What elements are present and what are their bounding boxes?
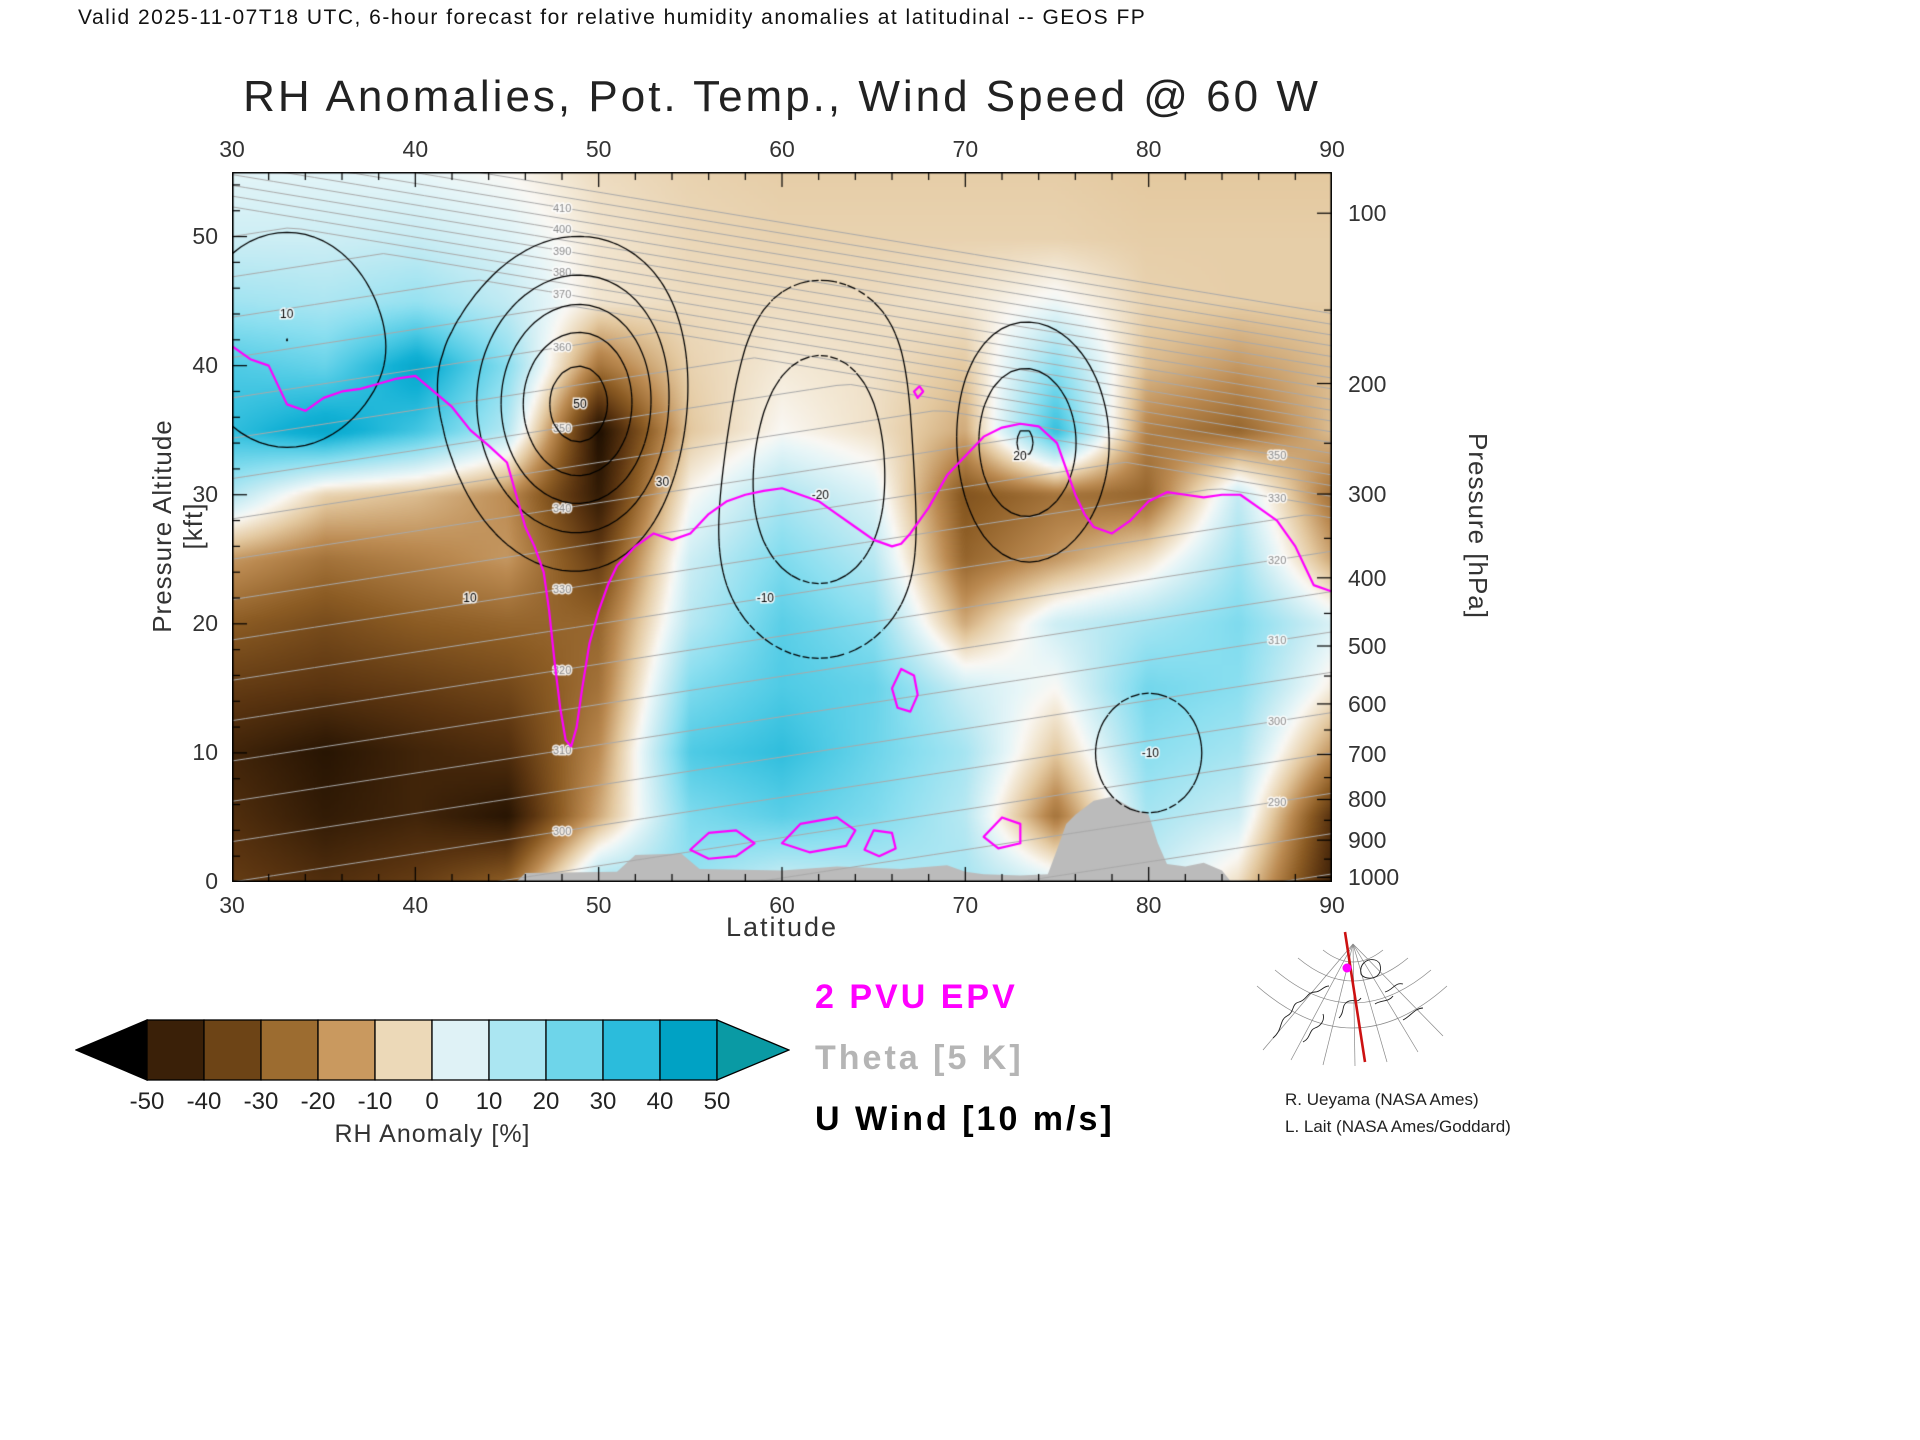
rh-cross-section-canvas [232, 172, 1332, 882]
colorbar-tick-label: -50 [129, 1088, 165, 1115]
colorbar-tick-label: -40 [186, 1088, 222, 1115]
meridian-60w-line [1343, 931, 1367, 1063]
coastlines-icon [1272, 959, 1424, 1043]
credits: R. Ueyama (NASA Ames) L. Lait (NASA Ames… [1285, 1086, 1511, 1140]
y-axis-right-tick-label: 1000 [1348, 864, 1400, 891]
colorbar-title: RH Anomaly [%] [334, 1120, 531, 1148]
x-axis-tick-label: 30 [219, 892, 245, 918]
y-axis-left-tick-label: 40 [192, 351, 218, 378]
y-axis-right-tick-label: 400 [1348, 564, 1387, 591]
y-axis-right-tick-label: 200 [1348, 370, 1387, 397]
credit-line-1: R. Ueyama (NASA Ames) [1285, 1090, 1479, 1109]
y-axis-right-tick-label: 900 [1348, 827, 1387, 854]
colorbar-segment [146, 1019, 205, 1081]
y-axis-right-tick-label: 100 [1348, 200, 1387, 227]
x-axis-tick-label-top: 30 [219, 136, 245, 162]
plot-title: RH Anomalies, Pot. Temp., Wind Speed @ 6… [243, 72, 1321, 121]
y-axis-right-tick-label: 600 [1348, 690, 1387, 717]
colorbar-tick-label: -30 [243, 1088, 279, 1115]
y-axis-left-tick-label: 50 [192, 222, 218, 249]
colorbar-segment [545, 1019, 604, 1081]
legend: 2 PVU EPV Theta [5 K] U Wind [10 m/s] [815, 978, 1115, 1161]
y-axis-left-tick-label: 10 [192, 738, 218, 765]
colorbar-tick-label: 20 [532, 1088, 560, 1115]
x-axis-tick-label: 60 [769, 892, 795, 918]
y-axis-left-tick-label: 30 [192, 480, 218, 507]
colorbar-tick-label: 10 [475, 1088, 503, 1115]
x-axis-tick-label: 40 [402, 892, 429, 918]
x-axis-tick-label-top: 90 [1319, 136, 1345, 162]
colorbar-tick-label: 30 [589, 1088, 617, 1115]
colorbar-segment [260, 1019, 319, 1081]
x-axis-tick-label-top: 50 [585, 136, 612, 162]
x-axis-tick-label: 70 [952, 892, 979, 918]
colorbar-right-arrow [716, 1019, 790, 1081]
legend-theta: Theta [5 K] [815, 1039, 1024, 1077]
y-axis-right-title: Pressure [hPa] [1463, 433, 1493, 619]
x-axis-tick-label: 50 [585, 892, 612, 918]
x-axis-title: Latitude [725, 912, 839, 942]
legend-uwind: U Wind [10 m/s] [815, 1100, 1115, 1138]
colorbar-segment [374, 1019, 433, 1081]
legend-epv: 2 PVU EPV [815, 978, 1018, 1016]
x-axis-tick-label-top: 80 [1135, 136, 1162, 162]
graticule-icon [1256, 943, 1448, 1067]
colorbar-tick-label: -20 [300, 1088, 336, 1115]
credit-line-2: L. Lait (NASA Ames/Goddard) [1285, 1117, 1511, 1136]
x-axis-tick-label-top: 60 [769, 136, 795, 162]
colorbar-segment [602, 1019, 661, 1081]
colorbar-tick-label: 0 [425, 1088, 439, 1115]
colorbar-segment [431, 1019, 490, 1081]
valid-line: Valid 2025-11-07T18 UTC, 6-hour forecast… [78, 6, 1147, 29]
colorbar: RH Anomaly [%] -50 -40 -30 -20 -10 0 10 20 30 40 5… [75, 1016, 791, 1156]
colorbar-tick-label: 40 [646, 1088, 674, 1115]
y-axis-right-tick-label: 700 [1348, 741, 1387, 768]
colorbar-segment [203, 1019, 262, 1081]
x-axis-tick-label-top: 40 [402, 136, 429, 162]
y-axis-right-tick-label: 800 [1348, 786, 1387, 813]
x-axis-tick-label-top: 70 [952, 136, 979, 162]
y-axis-right-tick-label: 300 [1348, 481, 1387, 508]
colorbar-segment [488, 1019, 547, 1081]
y-axis-left-tick-label: 0 [205, 868, 218, 894]
y-axis-right-tick-label: 500 [1348, 633, 1387, 659]
colorbar-segment [317, 1019, 376, 1081]
colorbar-tick-label: -10 [357, 1088, 393, 1115]
map-inset [1256, 931, 1448, 1067]
colorbar-tick-label: 50 [703, 1088, 731, 1115]
colorbar-bar [75, 1019, 790, 1081]
colorbar-segment [659, 1019, 718, 1081]
cross-section-point-icon [1342, 963, 1352, 973]
x-axis-tick-label: 80 [1135, 892, 1162, 918]
x-axis-tick-label: 90 [1319, 892, 1345, 918]
y-axis-left-tick-label: 20 [192, 609, 218, 636]
colorbar-left-arrow [75, 1019, 148, 1081]
